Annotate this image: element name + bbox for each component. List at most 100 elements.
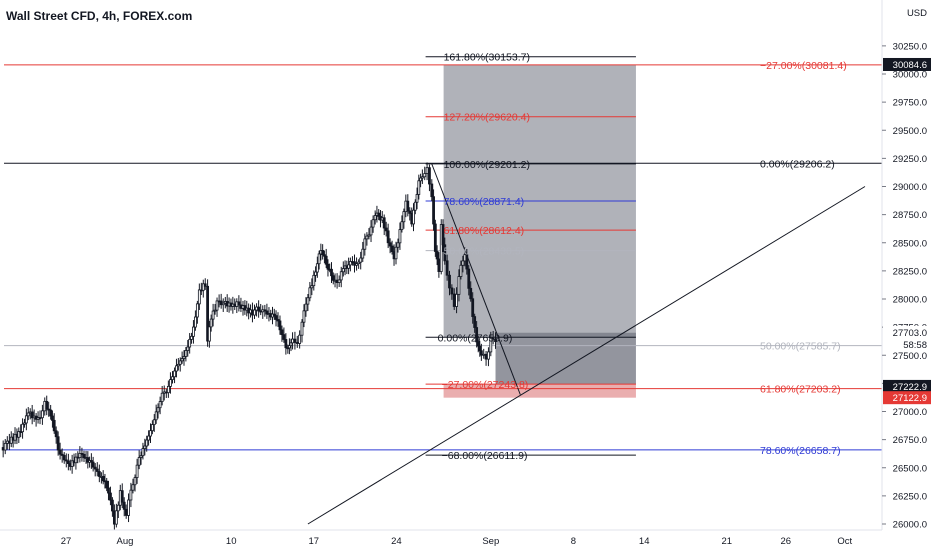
price-tick-label: 30250.0 (893, 41, 927, 52)
fib-right-label: −27.00%(27243.8) (442, 379, 529, 391)
candle-body (321, 250, 325, 256)
price-tick-label: 28500.0 (893, 238, 927, 249)
candle-body (263, 309, 267, 312)
chart-title: Wall Street CFD, 4h, FOREX.com (6, 9, 192, 23)
candle-body (339, 271, 343, 281)
candle-body (420, 176, 424, 179)
time-axis[interactable]: 27 Aug 10 17 24 Sep 8 14 21 26 Oct (0, 529, 882, 550)
candle-body (315, 263, 319, 273)
candle-body (139, 455, 143, 458)
fib-right-label: 127.20%(29620.4) (444, 112, 530, 124)
candle-body (272, 313, 276, 317)
fib-right-label: 100.00%(29201.2) (444, 159, 530, 171)
candle-body (415, 194, 419, 203)
candle-body (95, 468, 99, 472)
candles (1, 162, 497, 532)
candle-body (284, 339, 288, 349)
candle-body (166, 385, 170, 394)
candle-body (62, 455, 66, 461)
candle-body (186, 346, 190, 351)
candle-body (450, 287, 454, 295)
candle-body (105, 480, 109, 489)
candle-body (89, 460, 93, 463)
time-axis-bg (0, 530, 882, 550)
fib-far-label: 78.60%(26658.7) (760, 445, 841, 457)
time-tick-label: 14 (639, 536, 650, 547)
price-tick-label: 26250.0 (893, 491, 927, 502)
candle-body (114, 510, 118, 525)
candle-body (361, 248, 365, 259)
price-tick-label: 29750.0 (893, 98, 927, 109)
trend-lines (307, 163, 866, 525)
fib-zone-inner (495, 332, 636, 385)
candle-body (435, 251, 439, 260)
price-tag-label: 27703.0 (893, 328, 927, 339)
candle-body (461, 260, 465, 266)
candle-body (419, 177, 422, 182)
price-tag-label: 27222.9 (893, 382, 927, 393)
candle-body (74, 456, 78, 464)
candle-body (64, 459, 68, 462)
candle-body (384, 227, 388, 232)
candle-body (127, 499, 130, 516)
candle-body (122, 501, 126, 510)
candle-body (331, 275, 335, 281)
price-tick-label: 29500.0 (893, 126, 927, 137)
candle-body (293, 338, 297, 343)
price-tag-bg (883, 391, 931, 405)
candle-body (491, 337, 495, 340)
candle-body (406, 200, 410, 212)
price-axis[interactable]: USD 30250.0 30000.0 29750.0 29500.0 29250.0 29… (881, 0, 932, 550)
candle-body (471, 298, 475, 317)
candle-body (323, 254, 326, 257)
candle-body (455, 293, 458, 307)
candle-body (423, 173, 427, 178)
candle-body (237, 301, 241, 306)
candle-body (280, 329, 284, 336)
price-tag-label: 27122.9 (893, 393, 927, 404)
time-tick-label: 24 (391, 536, 402, 547)
candle-body (282, 334, 286, 340)
candle-body (147, 435, 151, 441)
candle-body (324, 255, 328, 265)
candle-body (176, 363, 180, 367)
candle-body (194, 316, 197, 328)
candle-body (355, 263, 358, 266)
candle-body (408, 210, 412, 214)
candle-body (475, 327, 479, 343)
fib-far-label: 0.00%(29206.2) (760, 158, 835, 170)
fib-right-label: 0.00%(27659.9) (438, 332, 513, 344)
price-tick-label: 29250.0 (893, 154, 927, 165)
candle-body (80, 453, 84, 455)
candle-body (445, 260, 449, 276)
candle-body (265, 310, 269, 315)
candle-body (396, 242, 400, 248)
candle-body (97, 471, 101, 477)
candle-body (369, 226, 373, 236)
descending-trendline (431, 163, 521, 395)
time-tick-label: Sep (482, 536, 499, 547)
price-tag-bg (883, 338, 931, 352)
candle-body (24, 415, 28, 424)
candle-body (365, 235, 369, 240)
candle-body (257, 306, 261, 312)
candle-body (124, 508, 128, 516)
candle-body (116, 504, 120, 512)
candle-body (452, 293, 456, 307)
price-tick-label: 30000.0 (893, 70, 927, 81)
time-tick-label: 10 (226, 536, 237, 547)
fib-lines (4, 56, 882, 456)
price-tick-label: 26500.0 (893, 463, 927, 474)
fib-right-label: 78.60%(28871.4) (444, 196, 525, 208)
candle-body (289, 342, 293, 347)
ascending-trendline (307, 186, 866, 525)
candle-body (38, 417, 42, 419)
fib-far-label: 50.00%(27585.7) (760, 341, 841, 353)
candle-body (213, 309, 217, 312)
candle-body (82, 453, 86, 459)
candle-body (211, 310, 215, 320)
candle-body (476, 341, 480, 347)
candle-body (182, 356, 186, 359)
candle-body (337, 279, 341, 284)
